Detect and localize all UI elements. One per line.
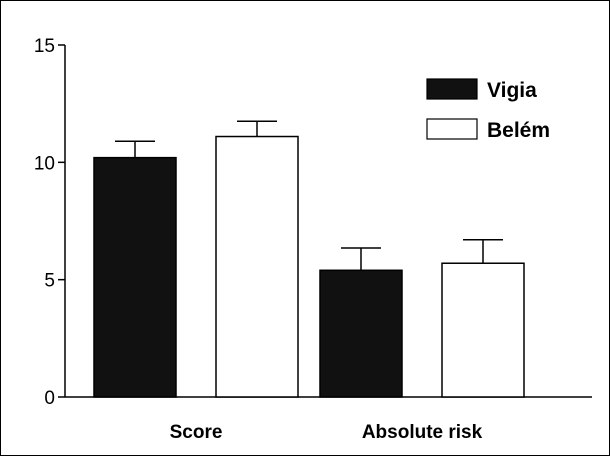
axes: 0 5 10 15 Score Absolute risk: [34, 36, 592, 443]
bars: [93, 135, 525, 398]
x-category-label: Absolute risk: [362, 422, 483, 443]
y-tick-label: 15: [34, 36, 55, 57]
legend-swatch-vigia: [426, 78, 478, 100]
y-tick-label: 0: [44, 388, 55, 409]
error-bars: [115, 120, 503, 271]
bar-bel-m-score: [215, 135, 299, 398]
legend-label: Vigia: [487, 79, 537, 102]
bar-vigia-score: [93, 156, 177, 398]
legend-label: Belém: [487, 119, 550, 142]
bar-bel-m-absolute-risk: [441, 262, 525, 398]
y-tick-label: 5: [44, 271, 55, 292]
legend: Vigia Belém: [426, 78, 550, 142]
x-category-label: Score: [170, 422, 223, 443]
legend-swatch-bel-m: [426, 118, 478, 140]
bar-vigia-absolute-risk: [319, 269, 403, 398]
y-tick-label: 10: [34, 153, 55, 174]
